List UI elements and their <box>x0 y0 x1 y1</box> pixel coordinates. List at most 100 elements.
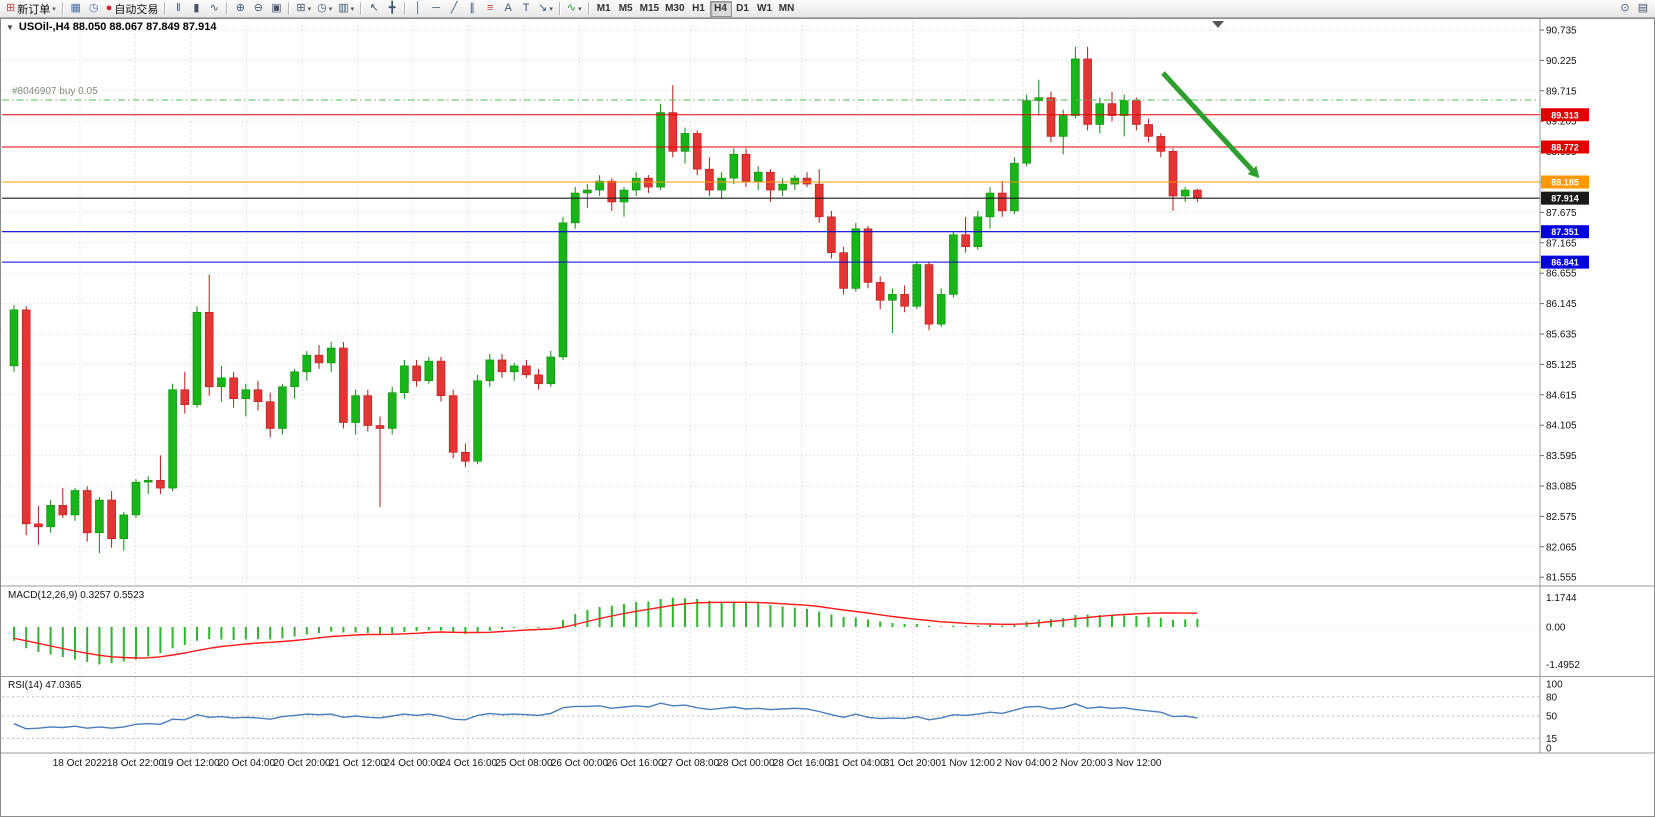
new-order-button[interactable]: ⊞ 新订单 ▾ <box>3 1 59 17</box>
charts-icon: ▦ <box>70 2 81 14</box>
fibonacci-retracement-button[interactable]: ≡ <box>481 1 499 17</box>
price-tick-label: 90.735 <box>1546 26 1577 37</box>
horizontal-line-button[interactable]: ─ <box>427 1 445 17</box>
timeframe-m1-button[interactable]: M1 <box>593 1 615 17</box>
timeframe-h4-button[interactable]: H4 <box>709 0 732 17</box>
new-chart-button[interactable]: ⊞ ▾ <box>293 1 314 17</box>
toolbar-separator <box>164 2 167 15</box>
timeframe-m15-button[interactable]: M15 <box>637 1 662 17</box>
text-button[interactable]: A <box>499 1 517 17</box>
price-badge-89.313 <box>1541 108 1589 122</box>
price-badge-87.351 <box>1541 225 1589 239</box>
bar-chart-icon: ‖ <box>176 2 181 14</box>
time-label: 1 Nov 12:00 <box>941 758 995 769</box>
zoom-out-button[interactable]: ⊖ <box>249 1 267 17</box>
zoom-in-button[interactable]: ⊕ <box>231 1 249 17</box>
search-button[interactable]: ⊙ <box>1616 1 1634 17</box>
candlestick-chart-button[interactable]: ▮ <box>187 1 205 17</box>
timeframe-h1-button[interactable]: H1 <box>688 1 710 17</box>
price-tick-label: 87.675 <box>1546 208 1577 219</box>
time-label: 28 Oct 00:00 <box>717 758 775 769</box>
new-chart-caret-icon: ▾ <box>307 5 312 13</box>
template-selector-button[interactable]: ▥ ▾ <box>335 1 357 17</box>
svg-text:89.313: 89.313 <box>1551 110 1579 120</box>
toolbar-separator <box>288 2 291 15</box>
autotrading-button[interactable]: ● 自动交易 <box>103 1 162 17</box>
line-chart-icon: ∿ <box>209 2 219 14</box>
svg-text:87.914: 87.914 <box>1551 194 1579 204</box>
timeframe-d1-button[interactable]: D1 <box>732 1 754 17</box>
text-label-button[interactable]: T <box>517 1 535 17</box>
layout-button[interactable]: ▤ <box>1634 1 1652 17</box>
toolbar-separator <box>404 2 407 15</box>
toolbar-separator <box>558 2 561 15</box>
grid <box>2 22 1540 752</box>
timeframe-w1-button[interactable]: W1 <box>754 1 776 17</box>
trendline-icon: ╱ <box>450 2 458 14</box>
svg-text:88.185: 88.185 <box>1551 178 1579 188</box>
period-selector-caret-icon: ▾ <box>328 5 333 13</box>
toolbar-separator <box>587 2 590 15</box>
svg-text:100: 100 <box>1546 680 1563 691</box>
svg-text:80: 80 <box>1546 692 1558 703</box>
trend-arrow[interactable] <box>1161 71 1260 179</box>
svg-text:0.00: 0.00 <box>1546 623 1566 634</box>
timeframe-mn-button[interactable]: MN <box>776 1 798 17</box>
vertical-line-button[interactable]: │ <box>409 1 427 17</box>
arrow-objects-icon: ↘ <box>538 2 548 14</box>
search-icon: ⊙ <box>1620 2 1630 14</box>
chart-window: 90.73590.22589.71589.20588.69588.18587.6… <box>0 18 1655 817</box>
toolbar-right-group: ⊙ ▤ <box>1616 1 1652 17</box>
trendline-button[interactable]: ╱ <box>445 1 463 17</box>
time-label: 28 Oct 16:00 <box>773 758 831 769</box>
crosshair-button[interactable]: ╋ <box>383 1 401 17</box>
indicators-icon: ∿ <box>566 2 577 14</box>
price-tick-label: 89.205 <box>1546 117 1577 128</box>
new-chart-icon: ⊞ <box>296 2 306 14</box>
arrow-objects-caret-icon: ▾ <box>549 5 553 13</box>
autotrading-icon: ● <box>105 2 113 14</box>
time-label: 27 Oct 08:00 <box>662 758 720 769</box>
svg-text:-1.4952: -1.4952 <box>1546 660 1580 671</box>
price-tick-label: 86.655 <box>1546 269 1577 280</box>
template-selector-caret-icon: ▾ <box>350 5 355 13</box>
time-label: 26 Oct 16:00 <box>606 758 664 769</box>
text-icon: A <box>504 2 512 14</box>
market-watch-button[interactable]: ◷ <box>85 1 103 17</box>
bar-chart-button[interactable]: ‖ <box>169 1 187 17</box>
chart-canvas[interactable]: 90.73590.22589.71589.20588.69588.18587.6… <box>0 18 1655 817</box>
crosshair-icon: ╋ <box>388 2 396 14</box>
chart-shift-marker[interactable] <box>1212 21 1224 28</box>
time-label: 20 Oct 20:00 <box>273 758 331 769</box>
time-label: 3 Nov 12:00 <box>1108 758 1162 769</box>
timeframe-m30-button[interactable]: M30 <box>662 1 687 17</box>
equidistant-channel-icon: ∥ <box>469 2 475 14</box>
cursor-button[interactable]: ↖ <box>365 1 383 17</box>
tile-windows-button[interactable]: ▣ <box>267 1 285 17</box>
timeframe-m5-button[interactable]: M5 <box>615 1 637 17</box>
time-label: 19 Oct 12:00 <box>162 758 220 769</box>
indicators-button[interactable]: ∿ ▾ <box>564 1 585 17</box>
template-selector-icon: ▥ <box>338 2 349 14</box>
fibonacci-retracement-icon: ≡ <box>486 2 494 14</box>
period-selector-button[interactable]: ◷ ▾ <box>314 1 335 17</box>
equidistant-channel-button[interactable]: ∥ <box>463 1 481 17</box>
time-label: 25 Oct 08:00 <box>495 758 553 769</box>
line-chart-button[interactable]: ∿ <box>205 1 223 17</box>
time-label: 2 Nov 20:00 <box>1052 758 1106 769</box>
time-label: 18 Oct 2022 <box>53 758 108 769</box>
time-label: 24 Oct 00:00 <box>384 758 442 769</box>
svg-text:50: 50 <box>1546 712 1558 723</box>
rsi-line <box>13 702 1198 730</box>
chart-collapse-icon[interactable]: ▼ <box>6 22 14 32</box>
horizontal-lines <box>2 99 1540 263</box>
new-order-caret-icon: ▾ <box>52 5 56 13</box>
charts-button[interactable]: ▦ <box>67 1 85 17</box>
arrow-objects-button[interactable]: ↘ ▾ <box>535 1 556 17</box>
price-axis: 90.73590.22589.71589.20588.69588.18587.6… <box>1540 26 1589 755</box>
time-label: 31 Oct 20:00 <box>884 758 942 769</box>
market-watch-icon: ◷ <box>88 2 99 14</box>
svg-text:15: 15 <box>1546 734 1558 745</box>
svg-text:86.841: 86.841 <box>1551 258 1579 268</box>
